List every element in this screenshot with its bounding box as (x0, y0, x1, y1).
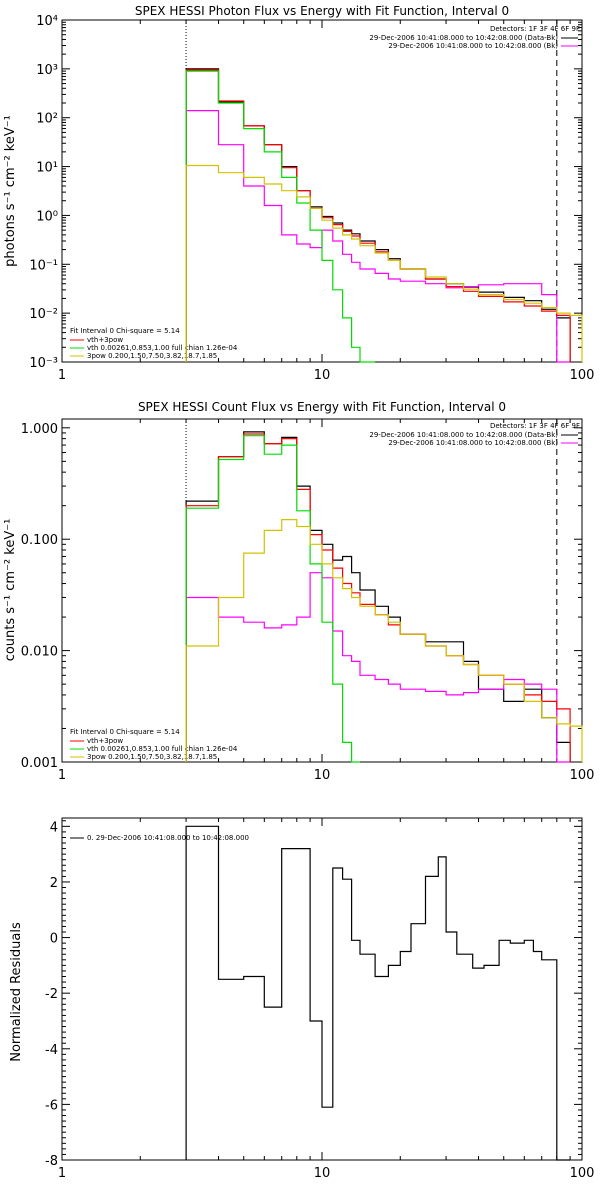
legend-3pow-label: 3pow 0.200,1.50,7.50,3.82,18.7,1.85 (87, 352, 217, 360)
fit-info-label-2: Fit Interval 0 Chi-square = 5.14 (70, 728, 180, 736)
photon-flux-y-tick-label: 10⁰ (36, 209, 58, 224)
detectors-label-2: Detectors: 1F 3F 4F 6F 9F (490, 422, 580, 430)
photon-flux-series-4-3pow-0-200-1-50-7-50-3-8 (185, 164, 583, 362)
count-flux-y-tick-label: 0.010 (21, 645, 58, 660)
legend-3pow-label-2: 3pow 0.200,1.50,7.50,3.82,18.7,1.85 (87, 753, 217, 761)
residuals-x-tick-label: 10 (314, 1166, 331, 1181)
photon-flux-y-tick-label: 10⁻² (29, 307, 58, 322)
count-flux-x-tick-label: 100 (570, 768, 595, 783)
count-flux-title: SPEX HESSI Count Flux vs Energy with Fit… (138, 400, 506, 414)
legend-vth-label: vth 0.00261,0.853,1.00 full chian 1.26e-… (87, 344, 238, 352)
count-flux-legend-bottom: Fit Interval 0 Chi-square = 5.14 vth+3po… (70, 728, 238, 761)
photon-flux-x-tick-label: 100 (570, 368, 595, 383)
detectors-label: Detectors: 1F 3F 4F 6F 9F (490, 25, 580, 33)
count-flux-y-tick-label: 0.001 (21, 756, 58, 771)
photon-flux-series-1-bk (185, 110, 571, 363)
legend-data-bk-label-2: 29-Dec-2006 10:41:08.000 to 10:42:08.000… (369, 431, 558, 439)
photon-flux-series-2-vth-3pow (185, 69, 571, 362)
residuals-series-0-0-29-dec-2006-10-41-08-0 (185, 825, 571, 1161)
count-flux-series-3-vth-0-00261-0-853-1-00-f (185, 435, 360, 763)
legend-bk-label: 29-Dec-2006 10:41:08.000 to 10:42:08.000… (388, 42, 558, 50)
photon-flux-x-tick-label: 10 (314, 368, 331, 383)
legend-vth-label-2: vth 0.00261,0.853,1.00 full chian 1.26e-… (87, 745, 238, 753)
photon-flux-legend-bottom: Fit Interval 0 Chi-square = 5.14 vth+3po… (70, 327, 238, 360)
fit-info-label: Fit Interval 0 Chi-square = 5.14 (70, 327, 180, 335)
legend-vth3pow-label-2: vth+3pow (87, 737, 123, 745)
photon-flux-panel: SPEX HESSI Photon Flux vs Energy with Fi… (3, 4, 594, 383)
legend-vth3pow-label: vth+3pow (87, 336, 123, 344)
residuals-y-tick-label: 2 (50, 876, 58, 891)
residuals-y-tick-label: -6 (45, 1098, 58, 1113)
count-flux-y-tick-label: 0.100 (21, 533, 58, 548)
photon-flux-y-axis-label: photons s⁻¹ cm⁻² keV⁻¹ (3, 115, 18, 267)
count-flux-y-tick-label: 1.000 (21, 422, 58, 437)
photon-flux-x-tick-label: 1 (58, 368, 66, 383)
residuals-y-tick-label: -8 (45, 1154, 58, 1169)
residuals-y-tick-label: 0 (50, 932, 58, 947)
photon-flux-y-tick-label: 10³ (36, 63, 58, 78)
count-flux-x-tick-label: 1 (58, 768, 66, 783)
photon-flux-title: SPEX HESSI Photon Flux vs Energy with Fi… (135, 4, 509, 18)
count-flux-x-tick-label: 10 (314, 768, 331, 783)
count-flux-panel: SPEX HESSI Count Flux vs Energy with Fit… (3, 400, 594, 783)
photon-flux-y-tick-label: 10⁻¹ (29, 258, 58, 273)
photon-flux-legend-top: Detectors: 1F 3F 4F 6F 9F 29-Dec-2006 10… (369, 25, 580, 50)
residuals-y-tick-label: -4 (45, 1043, 58, 1058)
legend-bk-label-2: 29-Dec-2006 10:41:08.000 to 10:42:08.000… (388, 439, 558, 447)
count-flux-series-4-3pow-0-200-1-50-7-50-3-8 (185, 519, 583, 762)
residuals-y-tick-label: 4 (50, 820, 58, 835)
photon-flux-y-tick-label: 10¹ (36, 161, 58, 176)
residuals-x-tick-label: 100 (570, 1166, 595, 1181)
count-flux-legend-top: Detectors: 1F 3F 4F 6F 9F 29-Dec-2006 10… (369, 422, 580, 447)
residuals-legend: 0. 29-Dec-2006 10:41:08.000 to 10:42:08.… (70, 834, 249, 842)
photon-flux-y-tick-label: 10⁻³ (29, 356, 58, 371)
photon-flux-y-tick-label: 10⁴ (36, 14, 58, 29)
residuals-x-tick-label: 1 (58, 1166, 66, 1181)
residuals-y-axis-label: Normalized Residuals (9, 922, 24, 1062)
legend-residuals-label: 0. 29-Dec-2006 10:41:08.000 to 10:42:08.… (87, 834, 249, 842)
photon-flux-y-tick-label: 10² (36, 112, 58, 127)
count-flux-y-axis-label: counts s⁻¹ cm⁻² keV⁻¹ (3, 519, 18, 662)
count-flux-series-1-bk (185, 572, 571, 763)
residuals-panel: Normalized Residuals 0. 29-Dec-2006 10:4… (9, 817, 595, 1181)
residuals-y-tick-label: -2 (45, 987, 58, 1002)
legend-data-bk-label: 29-Dec-2006 10:41:08.000 to 10:42:08.000… (369, 34, 558, 42)
